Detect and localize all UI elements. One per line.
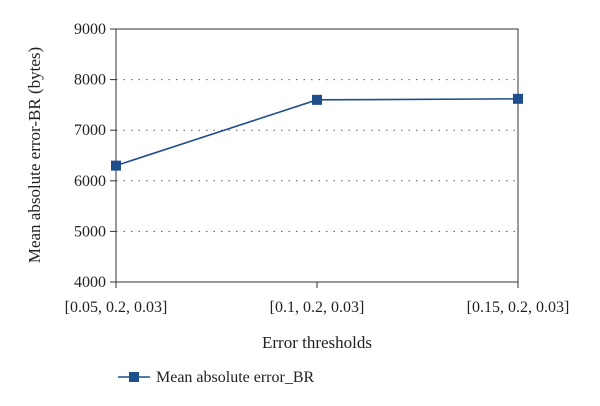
data-point-marker bbox=[312, 94, 322, 105]
legend-label: Mean absolute error_BR bbox=[156, 369, 315, 386]
y-axis-title: Mean absolute error-BR (bytes) bbox=[25, 47, 44, 263]
plot-area-frame bbox=[115, 28, 519, 283]
legend-marker-square bbox=[129, 372, 139, 382]
series-layer bbox=[111, 93, 523, 171]
series-line bbox=[115, 98, 519, 167]
x-tick-label: [0.15, 0.2, 0.03] bbox=[467, 299, 570, 316]
x-axis-title: Error thresholds bbox=[262, 333, 372, 352]
y-tick-label: 9000 bbox=[74, 21, 106, 38]
x-tick-label: [0.05, 0.2, 0.03] bbox=[65, 299, 168, 316]
y-tick-label: 8000 bbox=[74, 72, 106, 89]
data-point-marker bbox=[111, 160, 121, 171]
y-tick-label: 7000 bbox=[74, 122, 106, 139]
y-axis-ticks: 4000 5000 6000 7000 8000 9000 bbox=[74, 21, 116, 291]
y-tick-label: 5000 bbox=[74, 223, 106, 240]
y-tick-label: 4000 bbox=[74, 274, 106, 291]
legend: Mean absolute error_BR bbox=[118, 369, 315, 386]
x-tick-label: [0.1, 0.2, 0.03] bbox=[270, 299, 365, 316]
data-point-marker bbox=[513, 93, 523, 104]
x-axis-ticks: [0.05, 0.2, 0.03] [0.1, 0.2, 0.03] [0.15, … bbox=[65, 282, 570, 316]
y-tick-label: 6000 bbox=[74, 173, 106, 190]
